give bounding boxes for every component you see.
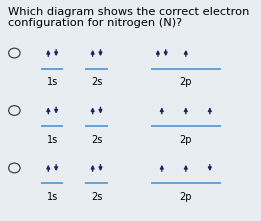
Text: 2s: 2s — [91, 135, 102, 145]
Text: 2p: 2p — [180, 135, 192, 145]
Text: 1s: 1s — [46, 135, 58, 145]
Circle shape — [9, 106, 20, 115]
Text: 2s: 2s — [91, 192, 102, 202]
Text: 2s: 2s — [91, 77, 102, 87]
Text: 1s: 1s — [46, 77, 58, 87]
Text: Which diagram shows the correct electron
configuration for nitrogen (N)?: Which diagram shows the correct electron… — [8, 7, 249, 28]
Text: 2p: 2p — [180, 192, 192, 202]
Text: 1s: 1s — [46, 192, 58, 202]
Circle shape — [9, 163, 20, 173]
Text: 2p: 2p — [180, 77, 192, 87]
Circle shape — [9, 48, 20, 58]
